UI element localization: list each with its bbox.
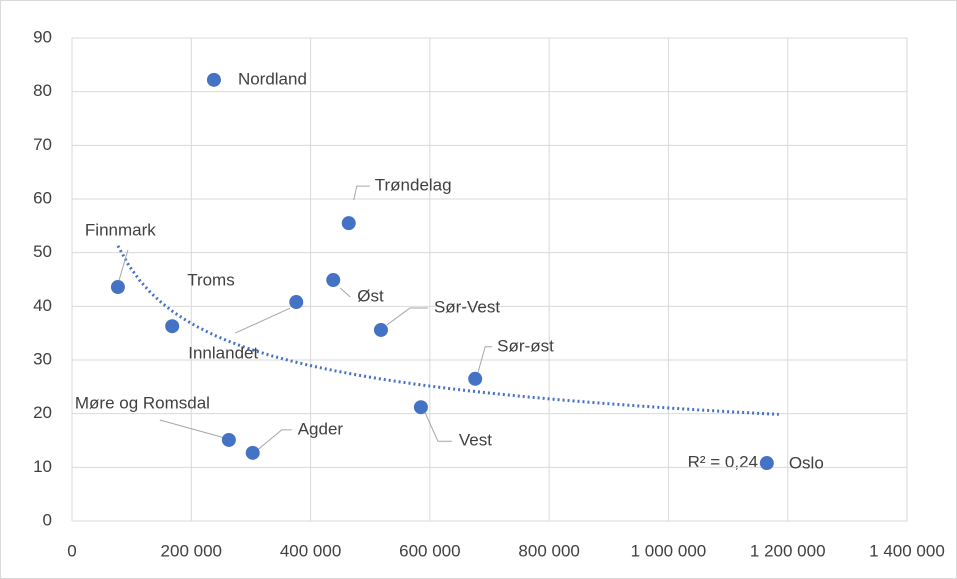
leader-line — [353, 185, 370, 201]
y-tick-label: 20 — [33, 403, 52, 422]
point — [413, 400, 428, 415]
leader-line — [257, 429, 292, 451]
point-label: Oslo — [789, 454, 824, 473]
point-label: Agder — [298, 419, 344, 438]
point-label: Sør-øst — [497, 336, 554, 355]
trendline — [116, 245, 779, 416]
point — [326, 273, 341, 288]
point — [245, 445, 260, 460]
point-label: Møre og Romsdal — [75, 393, 210, 412]
leader-line — [424, 412, 452, 442]
point-label: Nordland — [238, 69, 307, 88]
point — [289, 295, 304, 310]
point — [341, 216, 356, 231]
x-tick-label: 600 000 — [399, 541, 460, 560]
y-tick-label: 40 — [33, 296, 52, 315]
y-tick-label: 80 — [33, 81, 52, 100]
point-label: Sør-Vest — [434, 297, 500, 316]
point — [206, 72, 221, 87]
x-tick-label: 0 — [67, 541, 76, 560]
point-label: Innlandet — [188, 344, 258, 363]
point — [468, 371, 483, 386]
leader-line — [477, 346, 493, 372]
point — [373, 322, 388, 337]
point-label: Øst — [357, 287, 384, 306]
leader-line — [159, 419, 225, 439]
r-squared: R² = 0,24 — [688, 452, 758, 471]
x-tick-label: 200 000 — [161, 541, 222, 560]
point — [165, 319, 180, 334]
point-label: Trøndelag — [375, 176, 452, 195]
x-tick-label: 800 000 — [518, 541, 579, 560]
point — [110, 280, 125, 295]
y-tick-label: 60 — [33, 188, 52, 207]
x-tick-label: 1 200 000 — [750, 541, 826, 560]
y-tick-label: 70 — [33, 135, 52, 154]
y-tick-label: 30 — [33, 349, 52, 368]
point-label: Vest — [459, 431, 492, 450]
x-tick-label: 400 000 — [280, 541, 341, 560]
x-tick-label: 1 400 000 — [869, 541, 945, 560]
y-tick-label: 10 — [33, 457, 52, 476]
point-label: Troms — [187, 271, 235, 290]
y-tick-label: 90 — [33, 27, 52, 46]
leader-line — [386, 307, 428, 326]
leader-line — [235, 307, 291, 334]
y-tick-label: 50 — [33, 242, 52, 261]
x-tick-label: 1 000 000 — [631, 541, 707, 560]
point — [221, 432, 236, 447]
point-label: Finnmark — [85, 220, 156, 239]
leader-line — [339, 287, 351, 298]
point — [759, 456, 774, 471]
leader-line — [117, 249, 129, 285]
y-tick-label: 0 — [43, 510, 52, 529]
